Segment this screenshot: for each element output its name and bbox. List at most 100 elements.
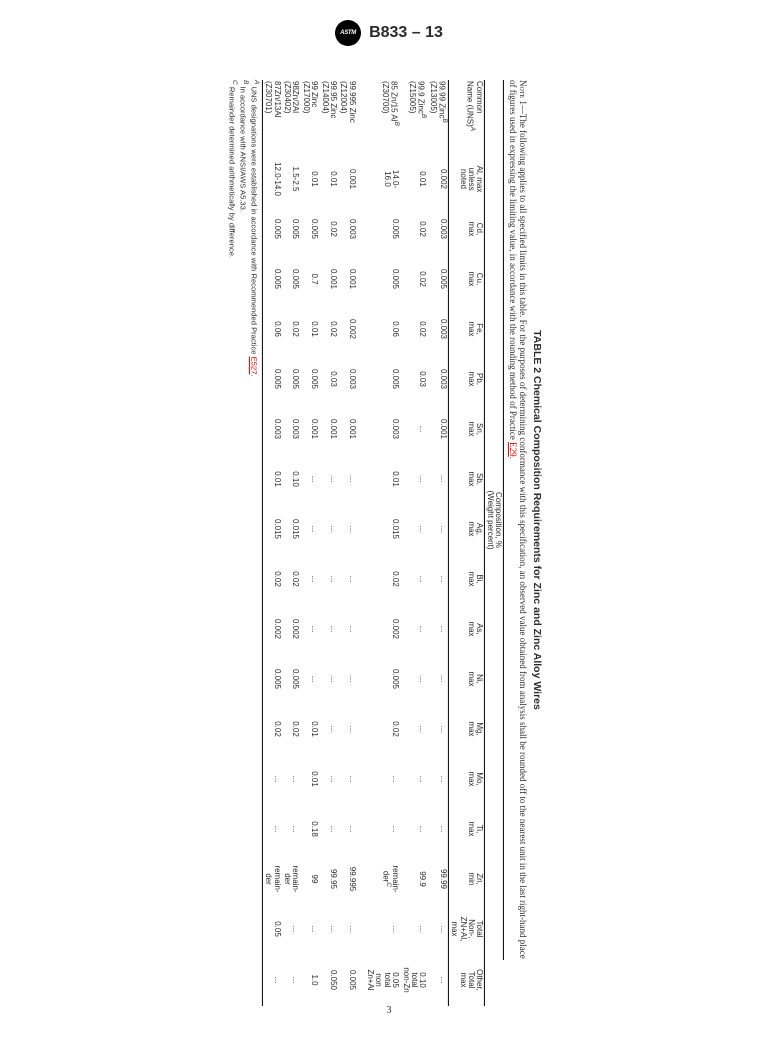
composition-heading-text: Composition, % [494,492,503,548]
note-link[interactable]: E29 [508,442,518,457]
cell-mg: 0.01 [300,704,319,754]
table-row: 87Zn/13Al(Z30701)12.0-14.00.0050.0050.06… [262,80,281,1006]
cell-mo: ... [365,754,401,804]
cell-pb: 0.03 [400,354,427,404]
footnote-a-pre: UNS designations were established in acc… [249,86,258,356]
cell-bi: 0.02 [262,554,281,604]
cell-fe: 0.06 [262,304,281,354]
cell-ag: ... [338,504,357,554]
cell-cd: 0.005 [262,204,281,254]
cell-cd: 0.005 [281,204,300,254]
table-row: 99.995 Zinc(Z12004)0.0010.0030.0010.0020… [338,80,357,1006]
cell-bi: 0.02 [281,554,300,604]
cell-ti: ... [338,804,357,854]
col-sb: Sb,max [448,454,485,504]
footnote-b-text: In accordance with ANSI/AWS A5.33. [238,86,247,212]
table-note: Note 1—The following applies to all spec… [507,80,527,960]
cell-mg: 0.02 [262,704,281,754]
cell-sn: 0.001 [427,404,448,454]
astm-logo-icon: ASTM [335,20,361,46]
cell-ti: ... [281,804,300,854]
cell-nonznal: ... [365,904,401,954]
cell-nonznal: ... [427,904,448,954]
header-inner: ASTM B833 – 13 [335,20,443,46]
cell-fe: 0.002 [338,304,357,354]
cell-pb: 0.003 [427,354,448,404]
cell-mo: ... [319,754,338,804]
cell-sb: ... [338,454,357,504]
row-gap [357,80,365,1006]
cell-mo: ... [400,754,427,804]
cell-al: 0.002 [427,154,448,204]
cell-mg: 0.02 [281,704,300,754]
cell-zn: 99 [300,854,319,904]
composition-table: CommonName (UNS)A Al, maxunlessnoted Cd,… [262,80,486,1006]
cell-zn: 99.95 [319,854,338,904]
cell-al: 12.0-14.0 [262,154,281,204]
table-footnotes: A UNS designations were established in a… [227,80,260,960]
cell-cu: 0.005 [262,254,281,304]
cell-al: 0.01 [300,154,319,204]
cell-al: 0.01 [400,154,427,204]
footnote-c-text: Remainder determined arithmetically by d… [227,87,236,258]
doc-designation: B833 – 13 [369,24,443,42]
astm-logo-text: ASTM [340,30,356,36]
footnote-a-post: . [249,374,258,376]
col-zn: Zn,min [448,854,485,904]
cell-pb: 0.005 [300,354,319,404]
col-name-sup: A [469,127,476,131]
cell-other: 0.005 [338,954,357,1006]
cell-nonznal: ... [400,904,427,954]
cell-name: 85 Zn/15 AlB(Z30700) [365,80,401,154]
cell-nonznal: ... [281,904,300,954]
cell-as: ... [319,604,338,654]
col-fe: Fe,max [448,304,485,354]
cell-ag: 0.015 [262,504,281,554]
cell-cd: 0.005 [300,204,319,254]
cell-sn: ... [400,404,427,454]
col-al: Al, maxunlessnoted [448,154,485,204]
cell-fe: 0.06 [365,304,401,354]
cell-cu: 0.001 [338,254,357,304]
cell-bi: 0.02 [365,554,401,604]
cell-name: 99 Zinc(Z17000) [300,80,319,154]
cell-ti: ... [262,804,281,854]
cell-as: 0.002 [365,604,401,654]
cell-ti: ... [365,804,401,854]
footnote-a-link[interactable]: E527 [249,357,258,375]
footnote-b: B In accordance with ANSI/AWS A5.33. [238,80,249,960]
cell-nonznal: ... [319,904,338,954]
cell-cd: 0.003 [427,204,448,254]
cell-mg: 0.02 [365,704,401,754]
note-label: Note 1 [518,80,528,105]
cell-nonznal: ... [300,904,319,954]
cell-as: 0.002 [281,604,300,654]
table-row: 85 Zn/15 AlB(Z30700)14.0-16.00.0050.0050… [365,80,401,1006]
page: ASTM B833 – 13 TABLE 2 Chemical Composit… [0,0,778,1041]
cell-cd: 0.02 [400,204,427,254]
cell-ni: 0.005 [365,654,401,704]
cell-ag: ... [400,504,427,554]
cell-al: 14.0-16.0 [365,154,401,204]
col-as: As,max [448,604,485,654]
table-block: TABLE 2 Chemical Composition Requirement… [227,80,543,960]
table-body: 99.99 ZincB(Z13005)0.0020.0030.0050.0030… [262,80,448,1006]
col-mo: Mo,max [448,754,485,804]
cell-sn: 0.003 [281,404,300,454]
cell-ti: ... [319,804,338,854]
cell-ti: 0.18 [300,804,319,854]
cell-nonznal: ... [338,904,357,954]
cell-ni: ... [427,654,448,704]
cell-sn: 0.001 [319,404,338,454]
cell-pb: 0.005 [281,354,300,404]
cell-cd: 0.02 [319,204,338,254]
cell-ti: ... [427,804,448,854]
cell-mo: 0.01 [300,754,319,804]
cell-fe: 0.01 [300,304,319,354]
composition-heading-sub: (Weight percent) [485,80,493,960]
cell-other: ... [427,954,448,1006]
cell-name: 99.995 Zinc(Z12004) [338,80,357,154]
col-bi: Bi,max [448,554,485,604]
cell-mg: ... [427,704,448,754]
col-pb: Pb,max [448,354,485,404]
